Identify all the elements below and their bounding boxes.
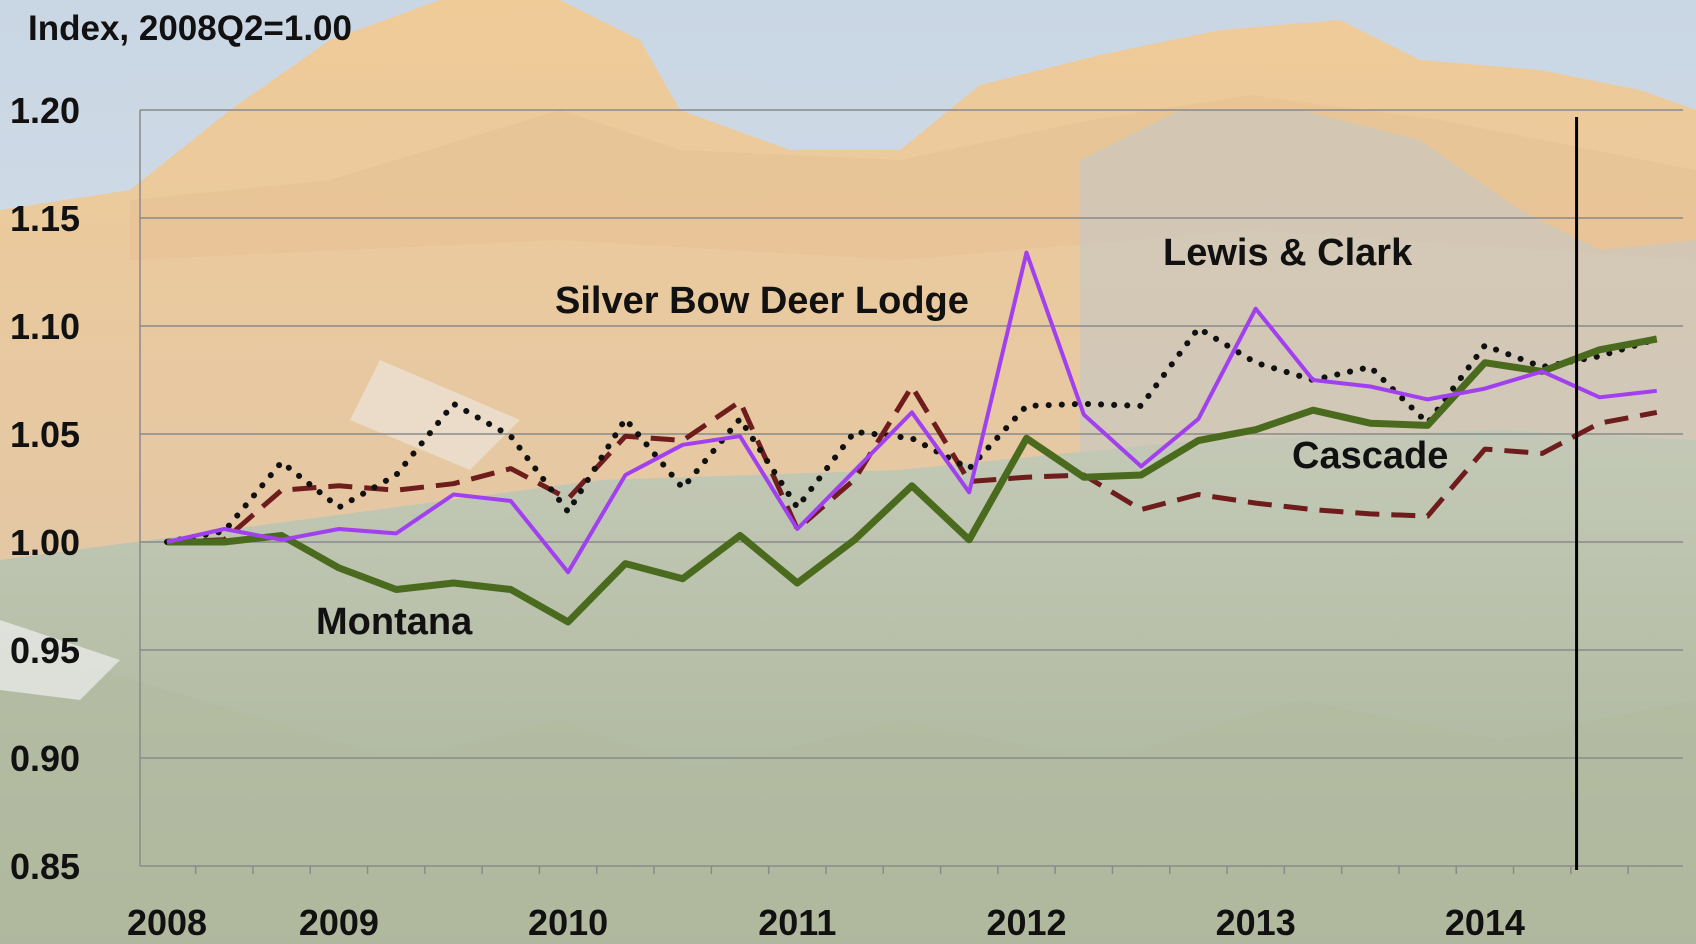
axes: 0.85 0.90 0.95 1.00 1.05 1.10 1.15 1.20 2008 2009…	[10, 90, 1683, 943]
series-label-silver-bow-deer-lodge: Silver Bow Deer Lodge	[555, 280, 969, 322]
series-line-montana	[167, 335, 1658, 626]
y-tick-label: 1.20	[10, 90, 80, 131]
x-tick-label: 2009	[299, 902, 379, 943]
y-tick-label: 1.00	[10, 522, 80, 563]
series-label-montana: Montana	[316, 601, 473, 643]
x-tick-label: 2014	[1445, 902, 1525, 943]
x-tick-label: 2012	[986, 902, 1066, 943]
series-line-cascade	[166, 384, 1658, 545]
x-tick-label: 2008	[127, 902, 207, 943]
series-line-silver-bow-deer-lodge	[166, 250, 1658, 575]
y-tick-label: 0.85	[10, 846, 80, 887]
series-label-lewis-and-clark: Lewis & Clark	[1163, 232, 1413, 274]
y-tick-label: 0.90	[10, 738, 80, 779]
series-label-cascade: Cascade	[1292, 435, 1448, 477]
y-tick-label: 1.05	[10, 414, 80, 455]
x-tick-label: 2013	[1216, 902, 1296, 943]
series-line-lewis-clark	[164, 325, 1660, 545]
x-tick-label: 2010	[528, 902, 608, 943]
x-tick-label: 2011	[758, 902, 836, 943]
y-tick-label: 1.10	[10, 306, 80, 347]
y-tick-label: 1.15	[10, 198, 80, 239]
y-tick-label: 0.95	[10, 630, 80, 671]
grid	[140, 109, 1683, 759]
y-axis-label: Index, 2008Q2=1.00	[28, 9, 352, 48]
series-group	[164, 250, 1660, 626]
